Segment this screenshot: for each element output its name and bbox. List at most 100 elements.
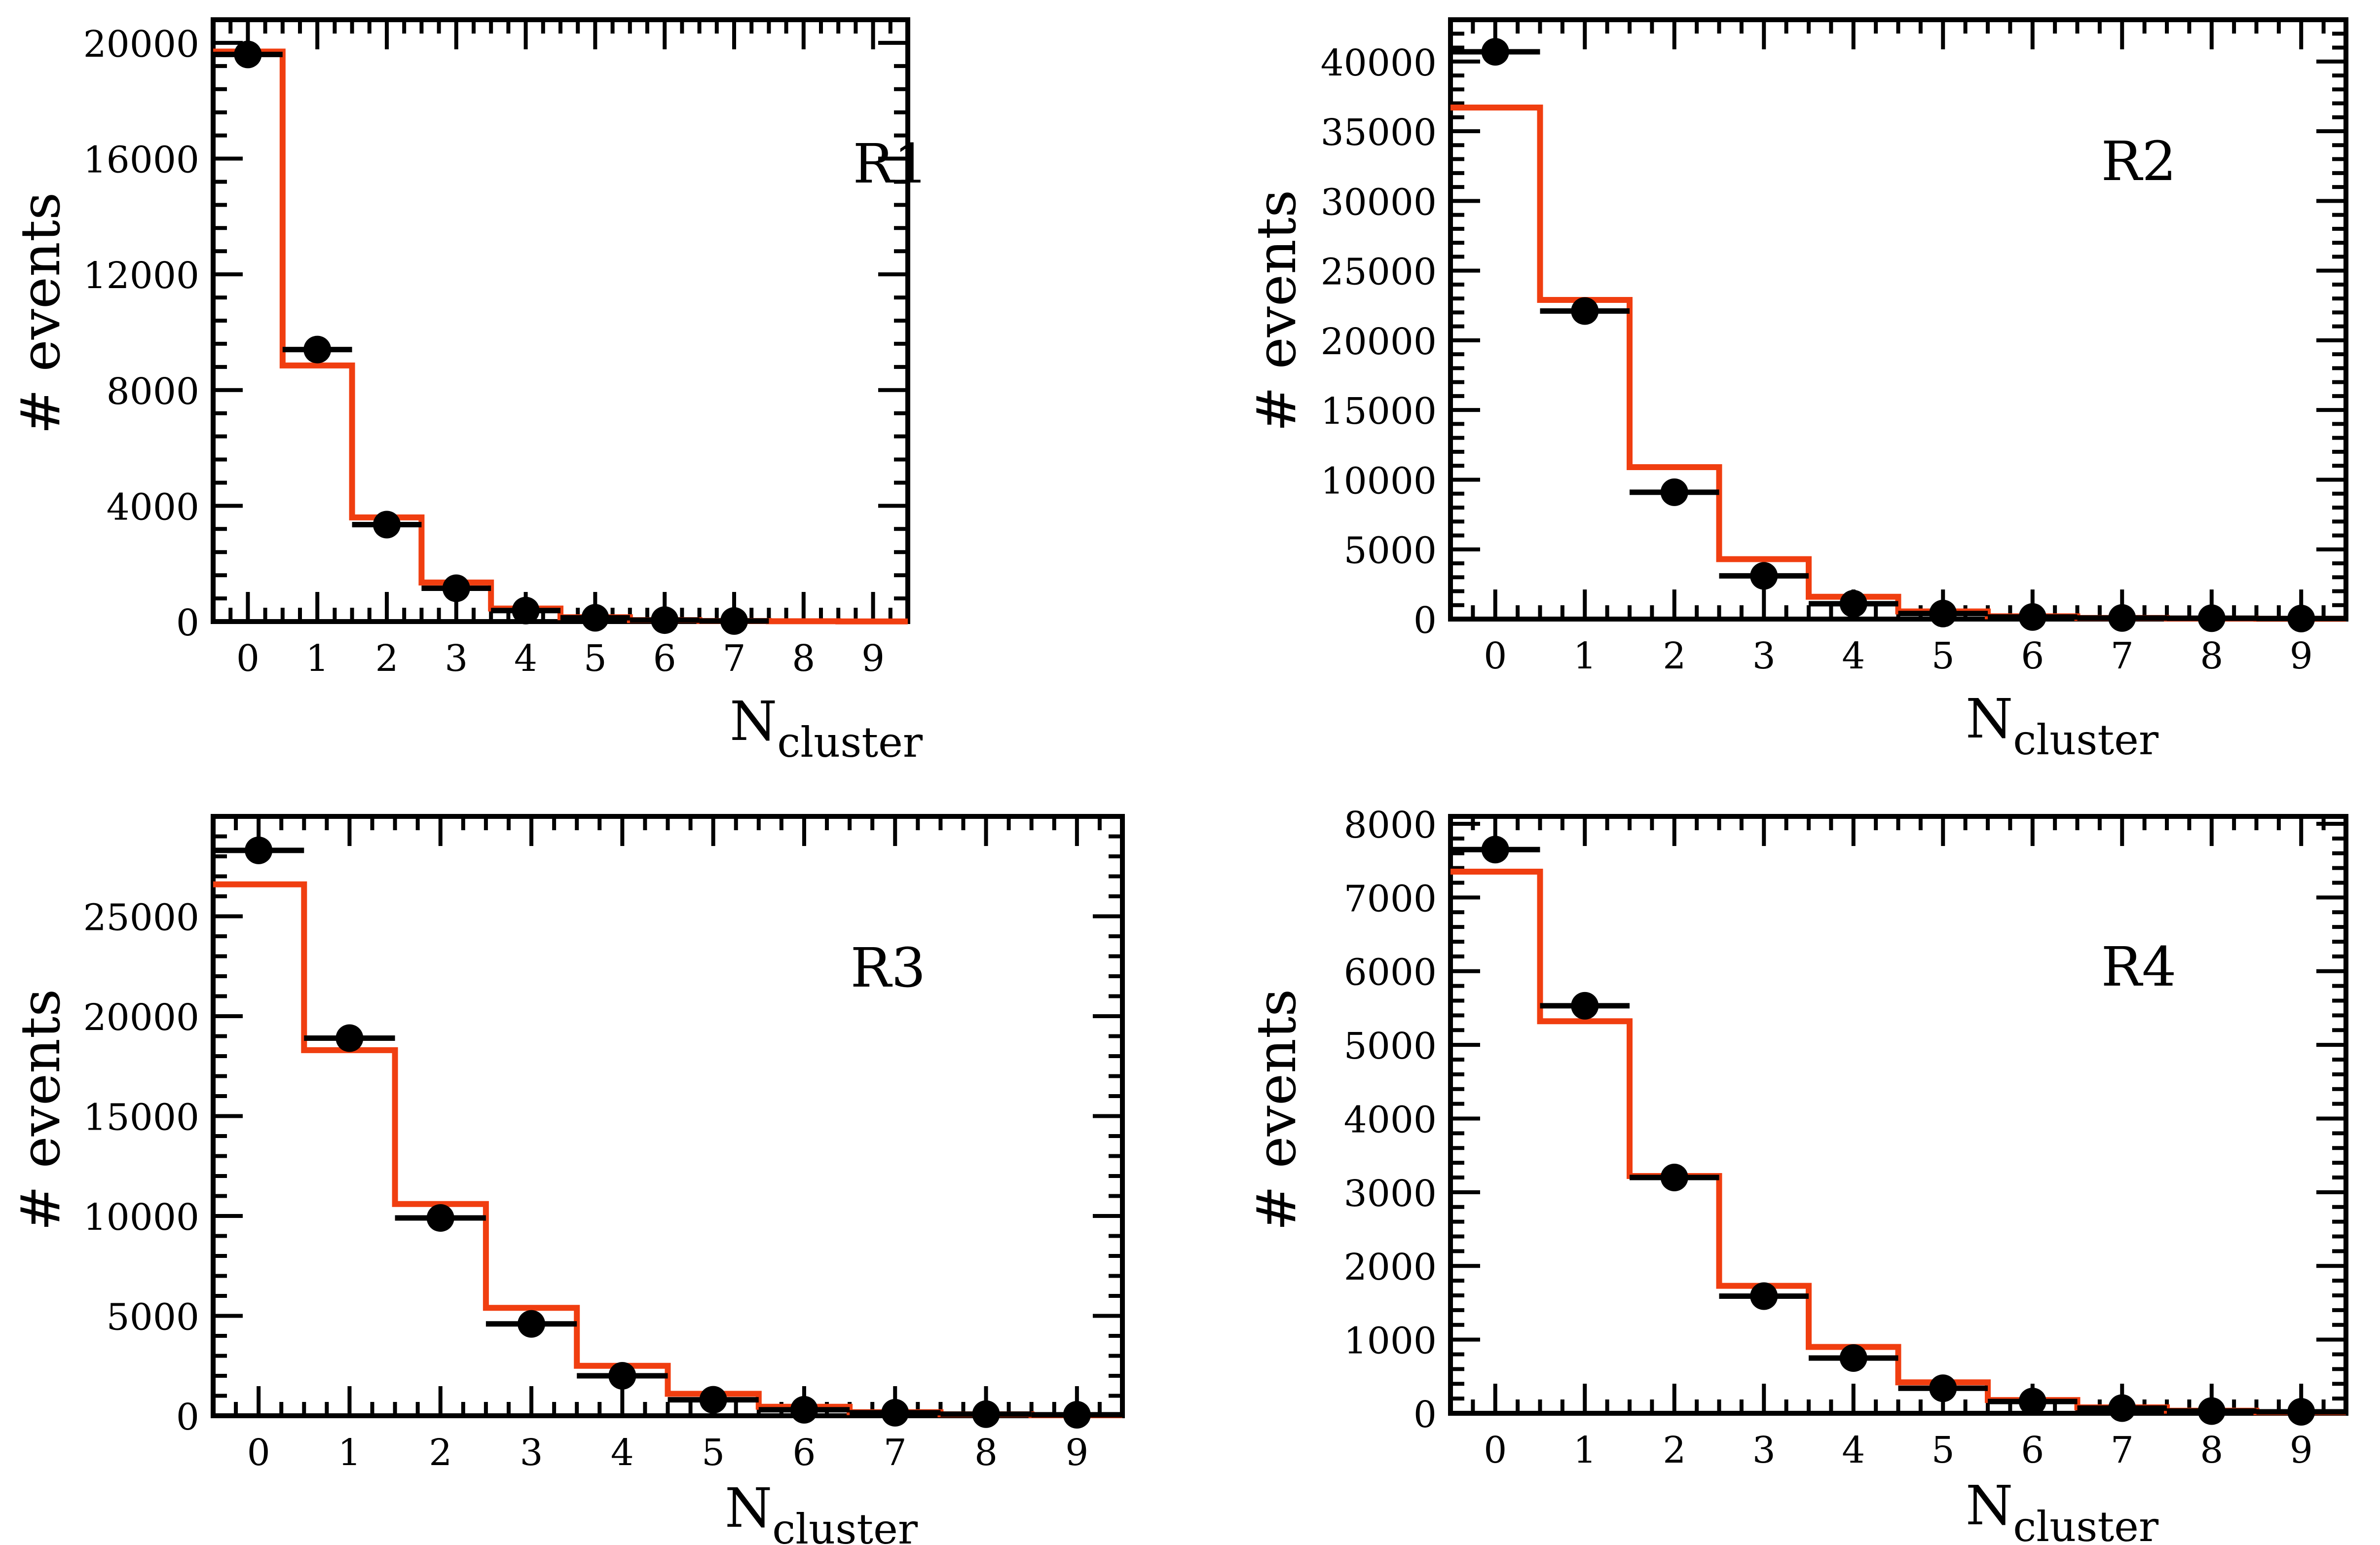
x-tick-label: 6 <box>653 637 676 680</box>
data-point <box>1481 37 1509 66</box>
chart-panel-r4: 0 1000 2000 3000 4000 5000 6000 7000 8000 0 1 2 3 4 5 6… <box>1245 804 2348 1545</box>
y-tick-label: 0 <box>176 602 199 644</box>
x-axis-label: Ncluster <box>730 690 923 767</box>
data-point <box>1660 1163 1688 1191</box>
y-axis-label: # events <box>1245 190 1308 432</box>
data-point <box>2108 1394 2136 1422</box>
x-axis-label-main: N <box>730 690 777 753</box>
panel-label: R1 <box>853 132 929 195</box>
x-tick-label: 4 <box>514 637 537 680</box>
data-point <box>1750 562 1778 590</box>
x-tick-label: 3 <box>1752 635 1776 677</box>
y-tick-label: 0 <box>1413 599 1437 642</box>
x-tick-label: 3 <box>520 1432 543 1474</box>
data-point <box>1929 599 1957 627</box>
data-point <box>2018 1388 2046 1416</box>
panel-label: R4 <box>2101 935 2177 998</box>
x-tick-label: 0 <box>1484 1429 1507 1471</box>
y-tick-label: 20000 <box>83 996 199 1039</box>
x-tick-label: 0 <box>236 637 260 680</box>
data-point <box>881 1398 909 1427</box>
y-tick-label: 2000 <box>1344 1246 1437 1288</box>
data-point <box>790 1396 818 1424</box>
x-tick-label: 7 <box>722 637 745 680</box>
data-point <box>1839 589 1867 618</box>
x-axis-label: Ncluster <box>725 1476 918 1545</box>
y-tick-label: 12000 <box>83 255 199 297</box>
y-tick-label: 0 <box>1413 1394 1437 1436</box>
data-point <box>512 596 540 625</box>
chart-panel-r1: 0 4000 8000 12000 16000 20000 0 1 2 3 4 5 6 7 8 9 R1 # ev… <box>9 17 929 767</box>
y-tick-label: 5000 <box>1344 530 1437 572</box>
x-tick-label: 8 <box>792 637 815 680</box>
x-tick-label: 1 <box>306 637 329 680</box>
data-point <box>442 574 470 602</box>
x-axis-label-subscript: cluster <box>772 1505 918 1545</box>
y-tick-label: 1000 <box>1344 1320 1437 1362</box>
x-tick-label: 5 <box>1932 1429 1955 1471</box>
y-tick-label: 3000 <box>1344 1173 1437 1215</box>
y-tick-label: 5000 <box>1344 1025 1437 1067</box>
data-point <box>699 1386 727 1414</box>
data-point <box>720 607 748 635</box>
data-point <box>2287 1398 2315 1426</box>
chart-panel-r2: 0 5000 10000 15000 20000 25000 30000 35000 40000… <box>1245 17 2348 764</box>
y-tick-label: 25000 <box>1321 251 1437 294</box>
data-point <box>1571 297 1599 325</box>
x-tick-label: 2 <box>429 1432 452 1474</box>
x-tick-label: 7 <box>2111 1429 2134 1471</box>
y-tick-label: 5000 <box>107 1296 199 1339</box>
x-tick-label: 0 <box>1484 635 1507 677</box>
data-point <box>1481 836 1509 864</box>
x-tick-label: 3 <box>445 637 468 680</box>
x-tick-label: 5 <box>584 637 607 680</box>
x-tick-label: 5 <box>1932 635 1955 677</box>
x-tick-label: 0 <box>247 1432 270 1474</box>
x-axis-label-main: N <box>1966 1474 2013 1537</box>
x-tick-label: 1 <box>338 1432 361 1474</box>
x-tick-label: 9 <box>1065 1432 1088 1474</box>
y-tick-label: 10000 <box>1321 460 1437 502</box>
x-tick-label: 8 <box>974 1432 998 1474</box>
x-tick-label: 8 <box>2200 1429 2223 1471</box>
x-tick-label: 6 <box>792 1432 816 1474</box>
y-axis-label: # events <box>9 989 72 1231</box>
x-tick-label: 7 <box>884 1432 907 1474</box>
x-tick-label: 1 <box>1573 1429 1597 1471</box>
y-tick-label: 4000 <box>1344 1099 1437 1141</box>
y-tick-label: 15000 <box>83 1097 199 1139</box>
x-tick-label: 8 <box>2200 635 2223 677</box>
data-point <box>245 836 273 864</box>
x-axis-label-subscript: cluster <box>777 718 923 767</box>
y-tick-label: 20000 <box>1321 321 1437 363</box>
y-tick-label: 40000 <box>1321 42 1437 84</box>
x-tick-label: 9 <box>861 637 885 680</box>
y-tick-label: 0 <box>176 1396 199 1438</box>
x-axis-label: Ncluster <box>1966 687 2159 764</box>
y-tick-label: 16000 <box>83 139 199 182</box>
panel-label: R2 <box>2101 130 2177 193</box>
x-axis-label-main: N <box>1966 687 2013 750</box>
x-tick-label: 5 <box>702 1432 725 1474</box>
y-tick-label: 7000 <box>1344 878 1437 920</box>
data-point <box>972 1400 1000 1428</box>
data-point <box>1750 1282 1778 1310</box>
data-point <box>1660 478 1688 506</box>
data-point <box>651 606 679 634</box>
x-tick-label: 6 <box>2021 1429 2044 1471</box>
x-tick-label: 2 <box>375 637 398 680</box>
x-tick-label: 2 <box>1663 635 1686 677</box>
panel-label: R3 <box>851 936 926 999</box>
y-tick-label: 25000 <box>83 897 199 939</box>
x-axis-label-subscript: cluster <box>2013 1503 2159 1545</box>
data-point <box>1929 1374 1957 1402</box>
x-axis-label: Ncluster <box>1966 1474 2159 1545</box>
data-point <box>2018 603 2046 631</box>
data-point <box>518 1310 546 1338</box>
x-axis-label-subscript: cluster <box>2013 716 2159 764</box>
data-point <box>2197 604 2226 632</box>
y-tick-label: 35000 <box>1321 111 1437 154</box>
data-point <box>335 1024 364 1052</box>
x-tick-label: 4 <box>1842 635 1865 677</box>
